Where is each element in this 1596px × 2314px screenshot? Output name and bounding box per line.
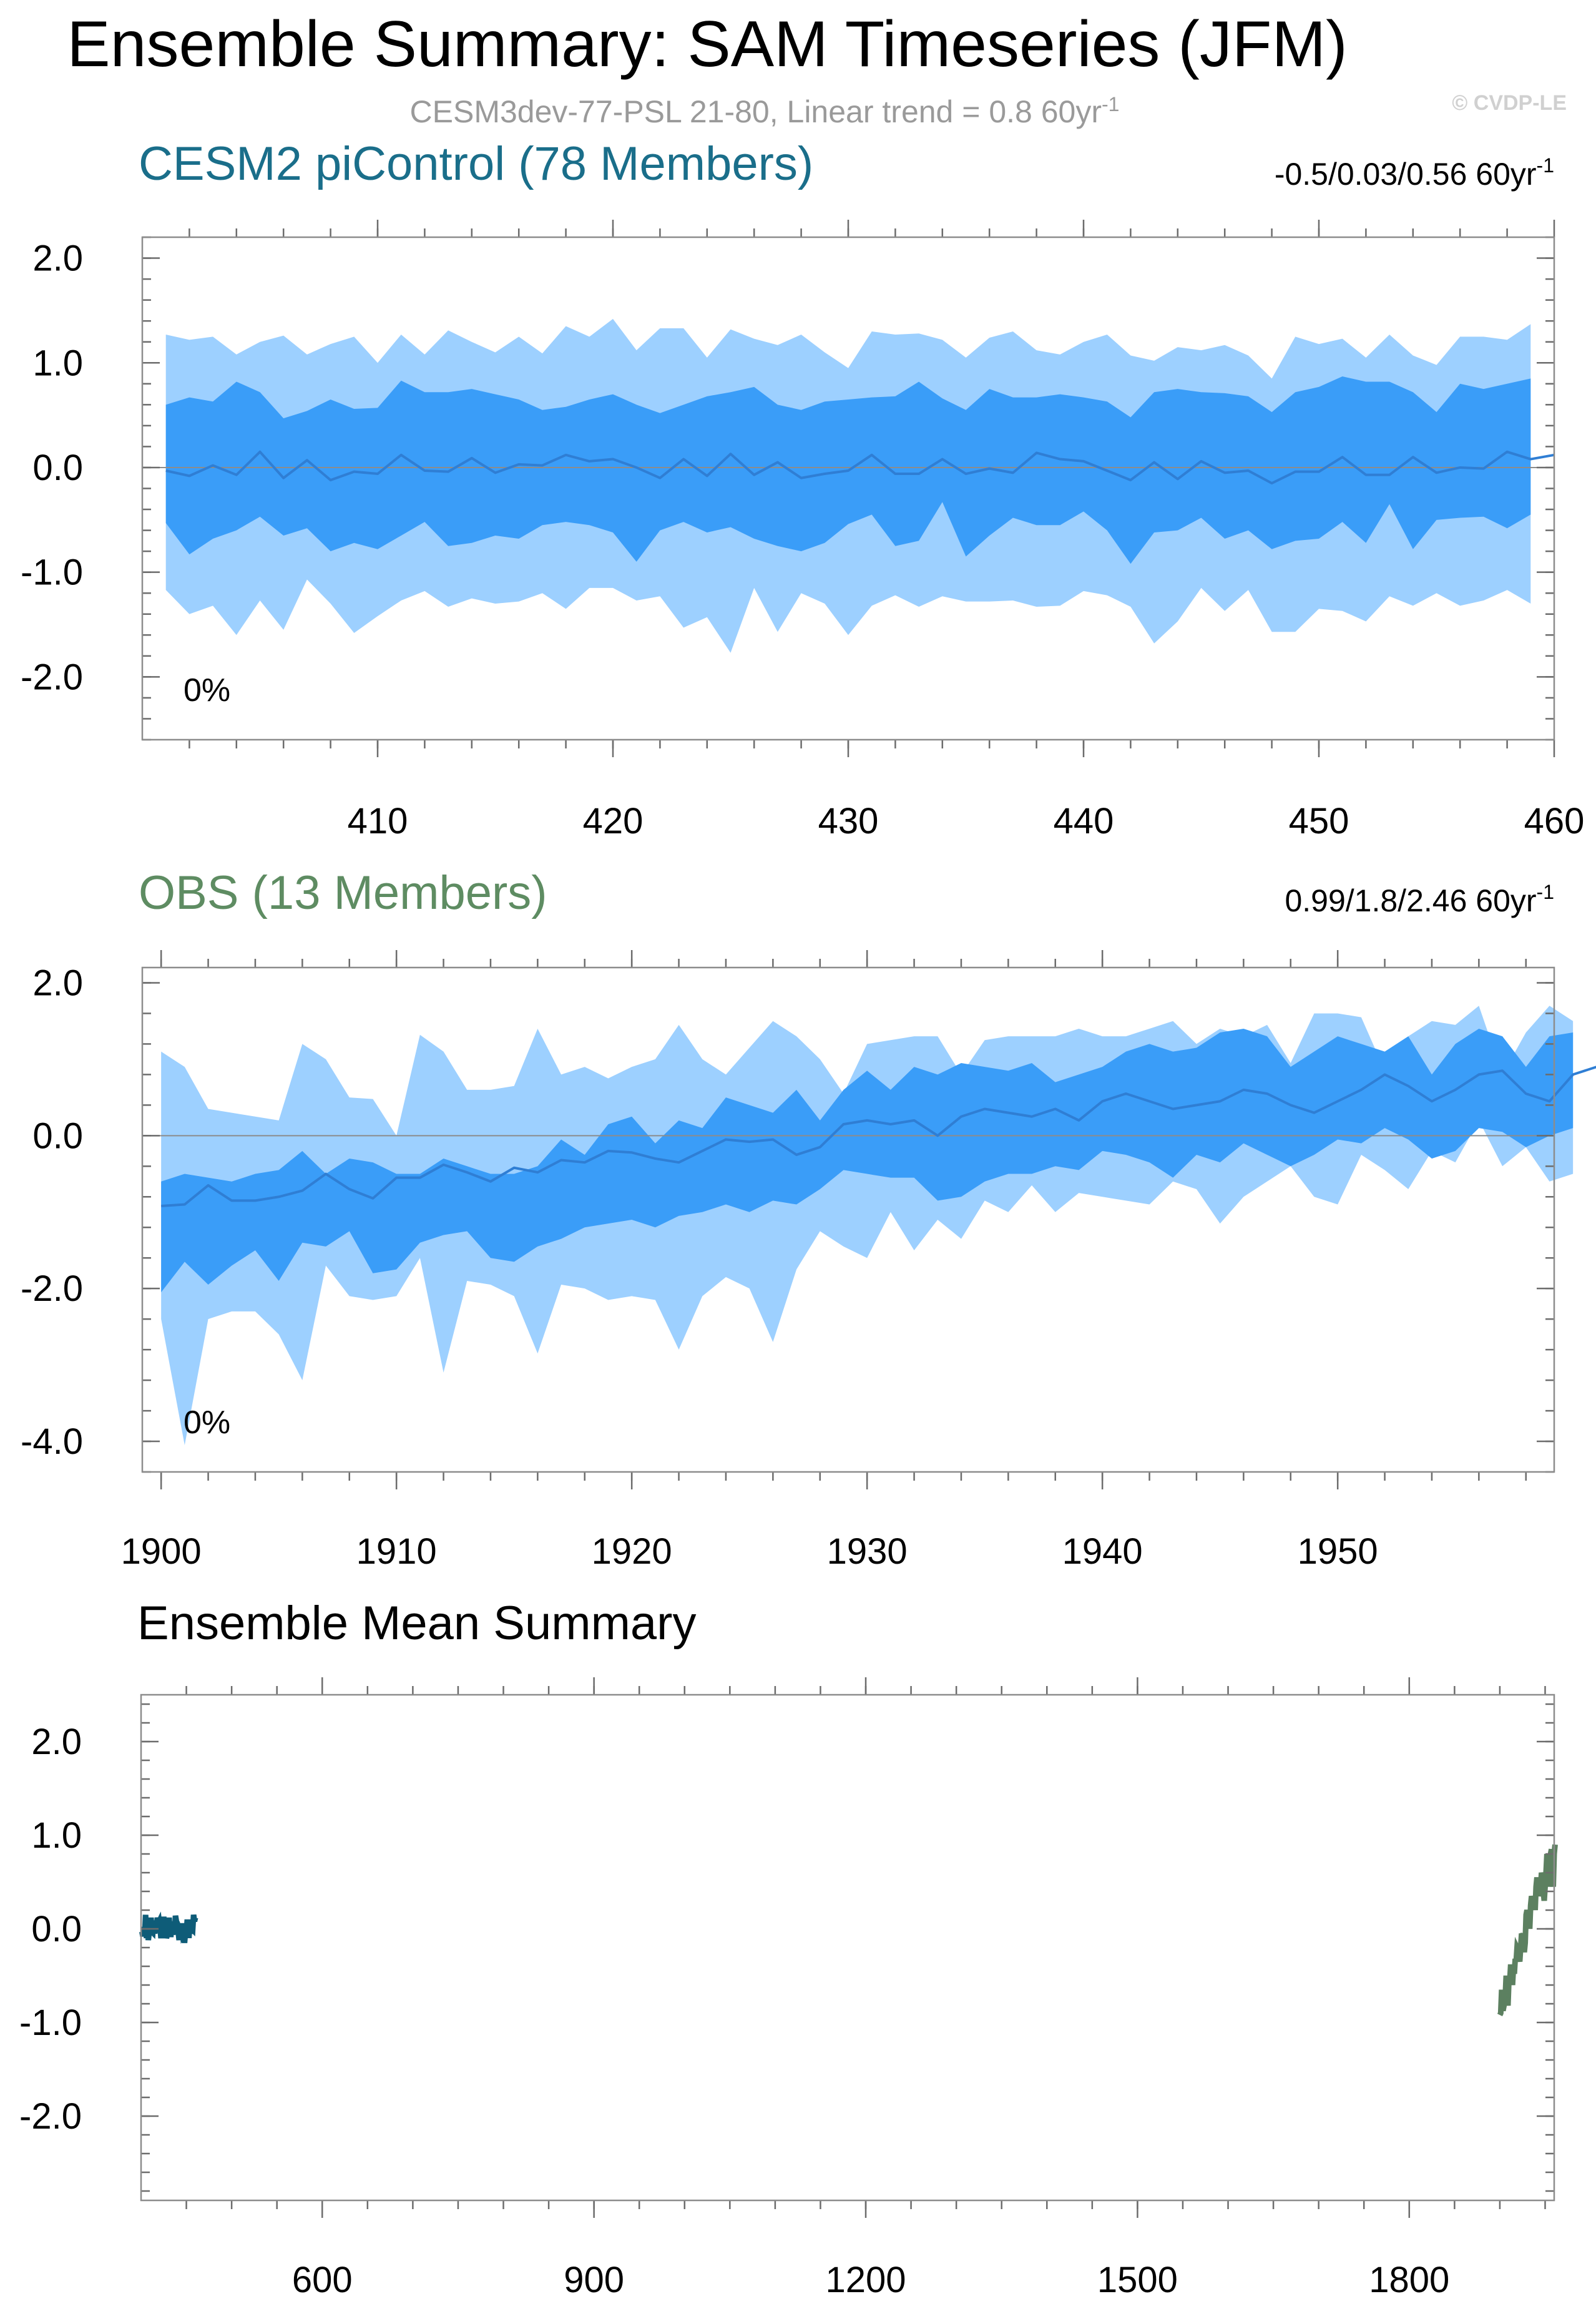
cesm-ytick-label: -1.0 [21, 552, 83, 593]
cesm-xtick-label: 410 [348, 801, 408, 841]
cesm-xtick-label: 460 [1524, 801, 1585, 841]
obs-trend-stats-sup: -1 [1537, 881, 1554, 903]
ensemble-mean-plot-area: 2.0 1.0 0.0 -1.0 -2.0 600 900 1200 1500 1800 [19, 1677, 1558, 2300]
cesm-xtick-label: 440 [1054, 801, 1114, 841]
obs-panel: OBS (13 Members) 0.99/1.8/2.46 60yr-1 2.… [21, 866, 1596, 1572]
cesm-ytick-label: 2.0 [32, 238, 83, 279]
summary-ytick-label: 0.0 [31, 1909, 82, 1949]
obs-xtick-label: 1930 [827, 1531, 908, 1572]
obs-percent-label: 0% [184, 1405, 230, 1441]
cesm-xtick-label: 430 [818, 801, 879, 841]
cesm-ytick-label: 1.0 [32, 343, 83, 383]
summary-ytick-label: -1.0 [19, 2003, 82, 2043]
cesm-trend-stats-text: -0.5/0.03/0.56 60yr [1275, 157, 1537, 192]
obs-xtick-label: 1910 [356, 1531, 437, 1572]
cesm-trend-stats: -0.5/0.03/0.56 60yr-1 [1275, 154, 1554, 192]
ensemble-mean-panel-title: Ensemble Mean Summary [137, 1597, 696, 1650]
figure-subtitle: CESM3dev-77-PSL 21-80, Linear trend = 0.… [410, 93, 1120, 129]
obs-xtick-label: 1900 [121, 1531, 202, 1572]
obs-xtick-label: 1950 [1298, 1531, 1378, 1572]
obs-band-inner [161, 1028, 1574, 1293]
obs-mean-line [161, 1066, 1596, 1207]
obs-trend-stats-text: 0.99/1.8/2.46 60yr [1285, 883, 1536, 918]
cesm-mean-line [165, 450, 1555, 485]
obs-ytick-label: 2.0 [32, 963, 83, 1003]
subtitle-superscript: -1 [1102, 93, 1119, 115]
summary-xtick-label: 1200 [826, 2260, 906, 2300]
obs-xtick-label: 1920 [592, 1531, 672, 1572]
cesm-trend-stats-sup: -1 [1537, 154, 1554, 177]
summary-series-cesm [139, 1911, 198, 1944]
summary-xtick-label: 1800 [1369, 2260, 1449, 2300]
summary-xtick-label: 600 [292, 2260, 353, 2300]
summary-ytick-label: -2.0 [19, 2096, 82, 2137]
summary-xtick-label: 1500 [1097, 2260, 1178, 2300]
cesm-xtick-label: 450 [1289, 801, 1349, 841]
summary-frame [140, 1694, 1555, 2202]
obs-ytick-label: -4.0 [21, 1421, 83, 1462]
summary-ytick-label: 1.0 [31, 1815, 82, 1856]
summary-xtick-label: 900 [564, 2260, 624, 2300]
obs-panel-title: OBS (13 Members) [139, 866, 547, 919]
obs-xtick-label: 1940 [1062, 1531, 1143, 1572]
cesm-panel: CESM2 piControl (78 Members) -0.5/0.03/0… [21, 137, 1584, 841]
obs-trend-stats: 0.99/1.8/2.46 60yr-1 [1285, 881, 1554, 918]
obs-plot-area: 2.0 0.0 -2.0 -4.0 1900 1910 1920 1930 1940 1950 0% [21, 950, 1596, 1572]
cesm-xtick-label: 420 [583, 801, 644, 841]
obs-frame [141, 966, 1555, 1473]
summary-ytick-label: 2.0 [31, 1722, 82, 1762]
cesm-percent-label: 0% [184, 672, 230, 708]
cesm-frame [141, 236, 1555, 741]
figure-title: Ensemble Summary: SAM Timeseries (JFM) [67, 8, 1347, 81]
obs-ytick-label: 0.0 [32, 1115, 83, 1156]
subtitle-text: CESM3dev-77-PSL 21-80, Linear trend = 0.… [410, 94, 1102, 129]
copyright-label: © CVDP-LE [1452, 91, 1567, 115]
cesm-ytick-label: -2.0 [21, 657, 83, 697]
cesm-panel-title: CESM2 piControl (78 Members) [139, 137, 813, 190]
summary-series-obs [1497, 1844, 1558, 2016]
obs-ytick-label: -2.0 [21, 1268, 83, 1309]
cesm-ytick-label: 0.0 [32, 448, 83, 488]
ensemble-mean-panel: Ensemble Mean Summary 2.0 1.0 0.0 -1.0 -2.0 6… [19, 1597, 1558, 2300]
cesm-plot-area: 2.0 1.0 0.0 -1.0 -2.0 410 420 430 440 450 460 0% [21, 220, 1584, 841]
